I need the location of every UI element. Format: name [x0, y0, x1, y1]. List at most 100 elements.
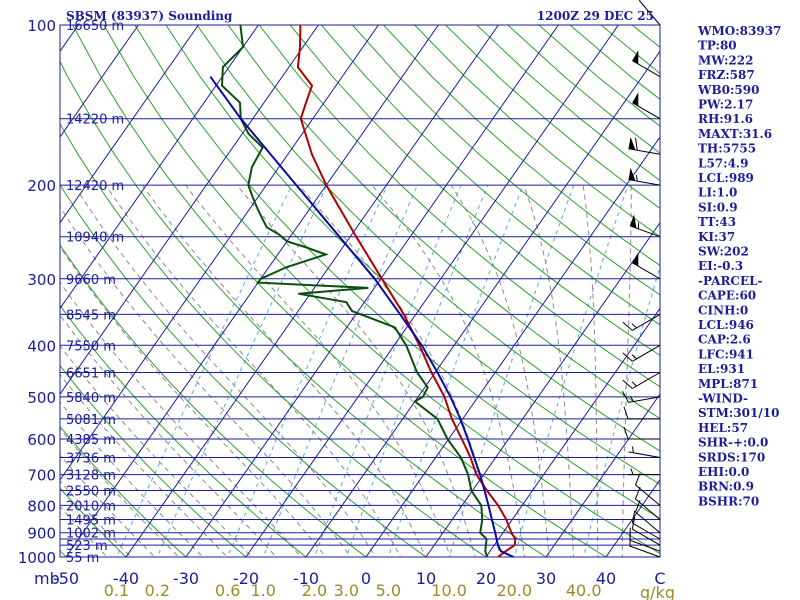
height-label: 2010 m	[66, 499, 116, 514]
moist-adiabat-line	[60, 480, 132, 557]
wind-barb	[628, 167, 661, 186]
wind-barb	[628, 446, 661, 458]
dry-adiabat-line	[756, 25, 800, 568]
isotherm-line	[60, 25, 379, 481]
mixing-ratio-tick: 0.6	[215, 581, 240, 600]
moist-adiabat-line	[450, 184, 550, 557]
height-label: 7550 m	[66, 339, 116, 354]
mixing-ratio-tick-labels: 0.1 0.2 0.6 1.0 2.0 3.0 5.0 10.0 20.0 40.0	[104, 581, 602, 600]
pressure-tick: 900	[27, 525, 56, 543]
stat-line: MPL:871	[698, 377, 758, 391]
wind-barb	[635, 486, 661, 520]
dry-adiabat-line	[60, 183, 427, 557]
stability-indices-panel: WMO:83937TP:80MW:222FRZ:587WB0:590PW:2.1…	[697, 24, 781, 508]
isotherm-line	[185, 25, 559, 557]
dry-adiabat-line	[134, 25, 660, 520]
wind-barb-feather	[638, 0, 641, 1]
height-label: 6651 m	[66, 367, 116, 382]
stat-line: SW:202	[698, 245, 749, 259]
moist-adiabat-line	[621, 185, 632, 557]
dry-adiabat-line	[60, 60, 547, 557]
stat-line: EI:-0.3	[698, 259, 743, 273]
isotherm-line	[245, 25, 619, 557]
stat-line: SHR-+:0.0	[698, 436, 768, 450]
wind-barb-shaft	[632, 344, 661, 362]
mixing-ratio-tick: 5.0	[376, 581, 401, 600]
wind-barb	[632, 252, 661, 280]
mixing-ratio-tick: 10.0	[431, 581, 467, 600]
dry-adiabat-line	[60, 364, 247, 557]
stat-line: BRN:0.9	[698, 480, 754, 494]
wind-barb	[631, 510, 661, 540]
height-label: 5081 m	[66, 413, 116, 428]
moist-adiabat-line	[298, 184, 501, 557]
moist-adiabat-line	[73, 184, 377, 557]
wind-barb	[629, 214, 661, 238]
dry-adiabat-line	[289, 25, 660, 357]
wind-barb-pennant	[628, 136, 636, 150]
wind-barb-shaft	[635, 498, 661, 520]
dry-adiabat-line	[227, 25, 660, 420]
dry-adiabat-line	[569, 25, 660, 100]
wind-barb-pennant	[632, 50, 639, 65]
wind-barb-shaft	[629, 539, 661, 552]
temperature-tick: 20	[476, 569, 496, 588]
height-label: 5840 m	[66, 391, 116, 406]
temperature-tick: -10	[293, 569, 319, 588]
wind-barb-feather	[635, 486, 641, 500]
temperature-tick: 30	[536, 569, 556, 588]
isotherm-line	[425, 221, 660, 557]
dry-adiabat-line	[60, 425, 187, 557]
dry-adiabat-line	[0, 25, 16, 568]
wind-barb-half-feather	[632, 446, 634, 453]
stat-line: CAPE:60	[698, 289, 756, 303]
pressure-tick: 600	[27, 431, 56, 449]
isotherm-line	[65, 25, 439, 557]
height-label: 16650 m	[66, 19, 124, 34]
wind-barb-shaft	[632, 528, 661, 546]
dry-adiabat-line	[60, 244, 367, 557]
temperature-trace	[296, 25, 517, 557]
wind-barb-shaft	[639, 0, 661, 26]
wind-barb-shaft	[628, 396, 661, 403]
mixing-ratio-line	[583, 265, 660, 557]
temperature-tick: -30	[173, 569, 199, 588]
wind-barb-feather	[622, 391, 629, 403]
isotherm-line	[60, 25, 259, 310]
moist-adiabat-line	[105, 184, 401, 557]
height-label: 1495 m	[66, 514, 116, 529]
stat-line: EL:931	[698, 362, 745, 376]
dry-adiabat-line	[60, 304, 307, 557]
stat-line: WMO:83937	[697, 24, 781, 38]
temperature-tick: -20	[233, 569, 259, 588]
dry-adiabat-line	[103, 25, 660, 555]
mixing-ratio-line	[513, 184, 629, 557]
wind-barb-pennant	[632, 92, 639, 107]
mixing-ratio-line	[345, 184, 489, 557]
stat-line: LFC:941	[698, 347, 754, 361]
wind-barb-feather	[631, 510, 636, 524]
wind-barb	[622, 391, 661, 403]
stat-line: CINH:0	[698, 303, 748, 317]
stat-line: TH:5755	[698, 142, 756, 156]
isotherm-line	[60, 25, 139, 138]
moist-adiabat-line	[60, 245, 327, 557]
wind-barb	[628, 468, 660, 476]
pressure-tick: 300	[27, 271, 56, 289]
wind-barb	[623, 426, 660, 440]
pressure-tick: 200	[27, 177, 56, 195]
moist-adiabat-line	[60, 454, 156, 557]
moist-adiabat-line	[60, 281, 302, 557]
wind-barb-half-feather	[635, 174, 638, 182]
dry-adiabat-line	[320, 25, 660, 326]
moist-adiabat-line	[60, 505, 108, 557]
wind-barb-shaft	[632, 522, 661, 540]
moist-adiabat-line	[60, 373, 228, 557]
x-axis-unit-label: mb	[34, 569, 60, 588]
height-label: 523 m	[66, 539, 108, 554]
stat-line: -PARCEL-	[698, 274, 763, 288]
dry-adiabats	[0, 25, 800, 568]
mixing-ratio-tick: 0.2	[145, 581, 170, 600]
dry-adiabat-line	[196, 25, 660, 452]
